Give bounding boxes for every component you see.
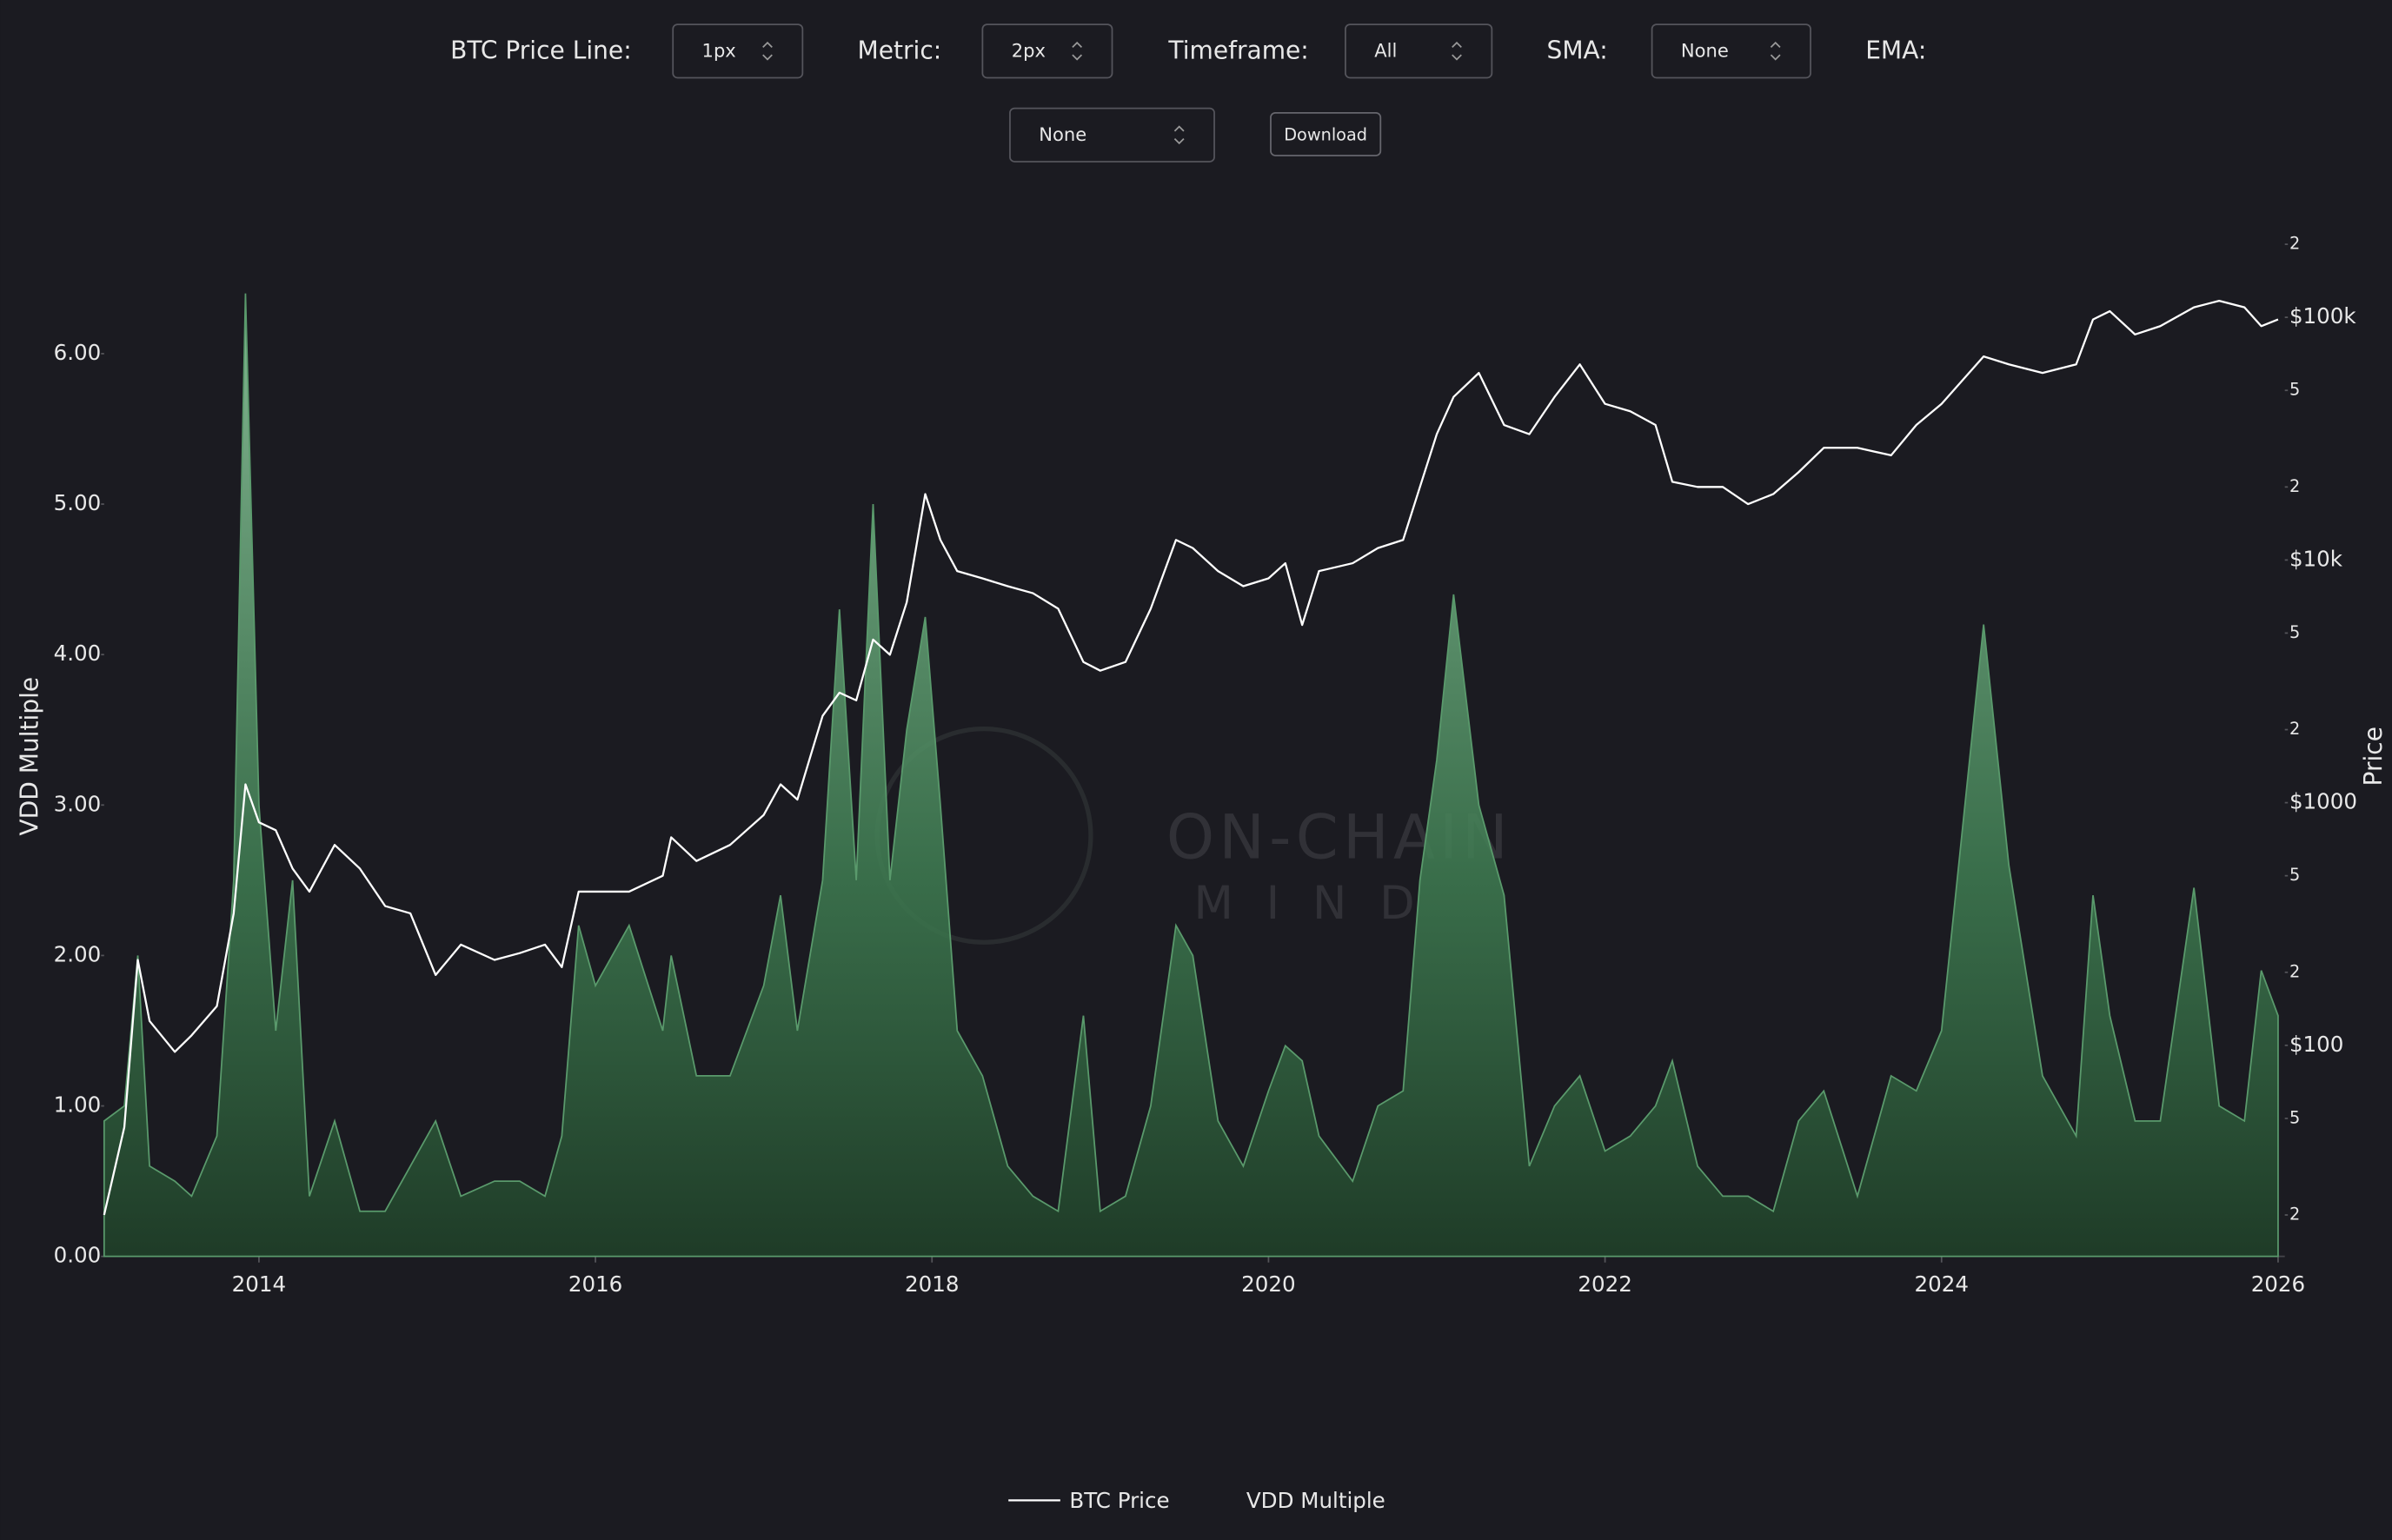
select-box[interactable]: [981, 23, 1113, 79]
legend-label: VDD Multiple: [1246, 1488, 1385, 1513]
select-value[interactable]: None: [1681, 40, 1729, 62]
price-line: [103, 299, 2279, 1216]
y2-tick-label: 2: [2289, 234, 2300, 254]
y-tick-label: 0.00: [54, 1243, 102, 1268]
y2-tick-label: $100: [2289, 1032, 2343, 1057]
y-tick-label: 5.00: [54, 490, 102, 515]
select[interactable]: 2px: [981, 23, 1113, 79]
y2-tick-label: 5: [2289, 380, 2300, 400]
select[interactable]: None: [1009, 107, 1215, 163]
y-axis-title: VDD Multiple: [16, 677, 44, 836]
y2-tick-label: $100k: [2289, 303, 2356, 329]
y2-tick-label: 2: [2289, 719, 2300, 739]
y-tick-label: 3.00: [54, 791, 102, 816]
x-tick-label: 2020: [1241, 1271, 1295, 1297]
y-tick-label: 6.00: [54, 340, 102, 365]
select-box[interactable]: [1651, 23, 1811, 79]
select-box[interactable]: [672, 23, 804, 79]
y2-tick-label: 2: [2289, 1205, 2300, 1225]
select-value[interactable]: None: [1039, 123, 1086, 145]
select[interactable]: 1px: [672, 23, 804, 79]
select-arrows[interactable]: [1173, 125, 1185, 145]
x-tick-label: 2024: [1915, 1271, 1969, 1297]
y2-tick-label: 5: [2289, 622, 2300, 642]
x-tick-label: 2016: [568, 1271, 622, 1297]
control-label: SMA:: [1547, 37, 1608, 65]
select-arrows[interactable]: [1072, 41, 1083, 61]
y2-tick-label: $10k: [2289, 546, 2343, 571]
y2-axis-title: Price: [2359, 727, 2388, 786]
y2-tick-label: 2: [2289, 476, 2300, 496]
legend-label: BTC Price: [1069, 1488, 1169, 1513]
y2-tick-label: 5: [2289, 865, 2300, 885]
select[interactable]: All: [1345, 23, 1493, 79]
vdd-area: [103, 293, 2279, 1258]
y-tick-label: 4.00: [54, 641, 102, 666]
control-label: EMA:: [1865, 37, 1926, 65]
button-box[interactable]: [1270, 111, 1382, 156]
select-value[interactable]: 2px: [1012, 40, 1046, 62]
y-tick-label: 2.00: [54, 941, 102, 966]
select-arrows[interactable]: [1770, 41, 1781, 61]
download-button[interactable]: Download: [1270, 111, 1382, 156]
watermark-text: M I N D: [1193, 877, 1424, 930]
select[interactable]: None: [1651, 23, 1811, 79]
x-tick-label: 2026: [2251, 1271, 2305, 1297]
y-tick-label: 1.00: [54, 1092, 102, 1118]
select-value[interactable]: 1px: [702, 40, 736, 62]
control-label: Timeframe:: [1167, 37, 1308, 65]
control-label: BTC Price Line:: [450, 37, 632, 65]
x-tick-label: 2014: [232, 1271, 286, 1297]
select-box[interactable]: [1345, 23, 1493, 79]
x-tick-label: 2018: [905, 1271, 959, 1297]
select-box[interactable]: [1009, 107, 1215, 163]
plot: 2014 2016 2018 2020 2022 2024 2026 0.00 1.00 2.00…: [16, 234, 2389, 1514]
select-arrows[interactable]: [762, 41, 773, 61]
y2-tick-label: $1000: [2289, 789, 2357, 814]
x-tick-label: 2022: [1578, 1271, 1631, 1297]
button-label[interactable]: Download: [1284, 125, 1367, 145]
select-arrows[interactable]: [1452, 41, 1462, 61]
select-value[interactable]: All: [1374, 40, 1397, 62]
controls: BTC Price Line: 1px Metric: 2px Timeframe: Al…: [450, 23, 1926, 163]
y2-tick-label: 5: [2289, 1107, 2300, 1127]
control-label: Metric:: [858, 37, 942, 65]
y2-tick-label: 2: [2289, 961, 2300, 981]
